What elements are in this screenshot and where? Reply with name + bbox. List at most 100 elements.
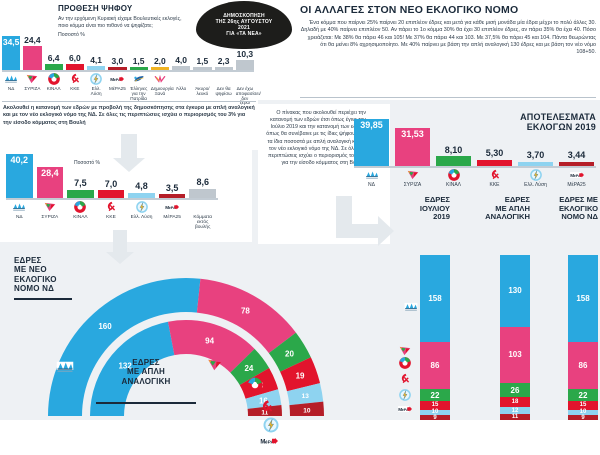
arc-segment-ΜέΡΑ25 xyxy=(289,401,324,416)
poll-title: ΠΡΟΘΕΣΗ ΨΗΦΟΥ xyxy=(58,4,133,13)
bar-ΜέΡΑ25: 3,0 xyxy=(108,18,127,70)
svg-text:M: M xyxy=(570,173,574,178)
axis-label-text: ΚΙΝΑΛ xyxy=(46,86,61,91)
seal-line-1: ΔΗΜΟΣΚΟΠΗΣΗ xyxy=(223,12,265,19)
axis-label-Δεν έχω αποφασίσει/ δεν ξέρω: Δεν έχω αποφασίσει/ δεν ξέρω xyxy=(236,72,261,106)
axis-label-Δημιουργία Ξανά: Δημιουργία Ξανά xyxy=(150,72,174,97)
arc-value: 94 xyxy=(205,337,214,346)
bar-rect xyxy=(193,67,212,70)
svg-text:éPA: éPA xyxy=(169,206,176,210)
axis-label-ΝΔ: ΝΔ xyxy=(6,200,33,220)
bar-Δεν θα ψηφίσω: 2,3 xyxy=(214,18,233,70)
bar-value: 4,1 xyxy=(90,54,103,65)
chart2-axis xyxy=(6,198,218,200)
stack-segment-ΚΙΝΑΛ: 26 xyxy=(500,383,530,398)
svg-text:éPA: éPA xyxy=(114,78,121,82)
bar-value: 24,4 xyxy=(24,34,41,45)
stack-header-line: ΑΝΑΛΟΓΙΚΗ xyxy=(485,212,530,221)
axis-label-ΣΥΡΙΖΑ: ΣΥΡΙΖΑ xyxy=(37,200,64,220)
arc-segment-ΚΙΝΑΛ xyxy=(268,332,311,372)
stack-header-2: ΕΔΡΕΣ ΜΕ ΕΚΛΟΓΙΚΟ ΝΟΜΟ ΝΔ xyxy=(544,195,598,222)
bar-ΚΙΝΑΛ: 7,5 xyxy=(67,140,94,198)
arc-segment-ΣΥΡΙΖΑ xyxy=(196,278,296,354)
arc-outer-l2: ΜΕ ΝΕΟ xyxy=(14,265,47,275)
axis-label-text: Άλλο xyxy=(176,86,187,91)
bar-rect xyxy=(87,65,106,70)
bar-value: 8,10 xyxy=(444,144,463,155)
arc-value: 160 xyxy=(98,322,112,331)
results2019-title-line2: ΕΚΛΟΓΩΝ 2019 xyxy=(526,122,596,133)
logo-spacer xyxy=(215,72,233,87)
arc-segment-ΝΔ xyxy=(90,321,175,416)
arc-value: 16 xyxy=(259,396,268,405)
axis-label-text: Δημιουργία Ξανά xyxy=(150,86,174,96)
elliniki-lysi-logo-icon xyxy=(89,72,103,86)
bar-rect xyxy=(6,153,33,198)
stack-header-line: ΕΔΡΕΣ ΜΕ xyxy=(559,195,598,204)
chart2-unit: Ποσοστό % xyxy=(74,160,100,166)
axis-label-text: Δεν θα ψηφίσω xyxy=(215,86,232,96)
stack-header-line: ΕΔΡΕΣ xyxy=(424,195,450,204)
note-left: Ακολουθεί η κατανομή των εδρών με προβολ… xyxy=(3,105,255,126)
stack-segment-ΣΥΡΙΖΑ: 103 xyxy=(500,326,530,384)
stack-header-line: ΜΕ ΑΠΛΗ xyxy=(495,203,530,213)
chart1-axis xyxy=(2,70,254,72)
bar-value: 3,0 xyxy=(111,56,124,66)
bar-ΝΔ: 39,85 xyxy=(354,104,389,166)
bar-ΚΙΝΑΛ: 6,4 xyxy=(44,18,63,70)
stacked-column-1: 130 103 26 18 12 11 xyxy=(500,255,530,420)
bar-ΝΔ: 40,2 xyxy=(6,140,33,198)
bar-rect xyxy=(2,35,21,70)
arc-value: 19 xyxy=(296,372,305,381)
bar-rect xyxy=(158,194,186,198)
arc-value: 10 xyxy=(303,408,311,415)
svg-text:M: M xyxy=(165,205,169,210)
arc-inner-l3: ΑΝΑΛΟΓΙΚΗ xyxy=(121,376,171,386)
bar-Ελλ. Λύση: 3,70 xyxy=(518,104,553,166)
infographic-root: ΠΡΟΘΕΣΗ ΨΗΦΟΥ Αν την ερχόμενη Κυριακή εί… xyxy=(0,0,600,445)
bar-value: 2,0 xyxy=(153,56,166,66)
stacked-column-0: 158 86 22 15 10 9 xyxy=(420,255,450,421)
poll-seal-badge: ΔΗΜΟΣΚΟΠΗΣΗ ΤΗΣ 26ης ΑΥΓΟΥΣΤΟΥ 2021 ΓΙΑ … xyxy=(196,1,292,49)
syriza-logo-icon xyxy=(398,344,412,358)
bar-Άκυρο/ λευκό: 1,5 xyxy=(193,18,212,70)
nd-logo-icon xyxy=(12,200,26,214)
axis-label-text: ΜέΡΑ25 xyxy=(163,215,181,220)
dimiourgia-xana-logo-icon xyxy=(153,72,167,86)
bar-rect xyxy=(44,63,63,70)
stack-header-line: ΙΟΥΛΙΟΥ xyxy=(419,203,450,213)
logo-spacer xyxy=(189,200,216,215)
arc-inner-label: ΕΔΡΕΣ ΜΕ ΑΠΛΗ ΑΝΑΛΟΓΙΚΗ xyxy=(104,358,188,386)
chart3-axis xyxy=(354,166,596,168)
arc-value: 78 xyxy=(241,307,250,316)
axis-label-Κόμματα εκτός βουλής: Κόμματα εκτός βουλής xyxy=(189,200,216,230)
note-mid: Ο πίνακας που ακολουθεί περιέχει την κατ… xyxy=(266,110,366,166)
stack-header-line: ΕΔΡΕΣ xyxy=(504,195,530,204)
stack-segment-ΚΙΝΑΛ: 22 xyxy=(568,389,598,402)
stack-segment-Ελλ. Λύση: 10 xyxy=(420,409,450,415)
stack-segment-ΝΔ: 130 xyxy=(500,255,530,327)
poll-question: Αν την ερχόμενη Κυριακή είχαμε Βουλευτικ… xyxy=(58,16,182,30)
stacked-column-2: 158 86 22 15 10 9 xyxy=(568,255,598,421)
kinal-logo-icon xyxy=(447,168,461,182)
arc-inner-l1: ΕΔΡΕΣ xyxy=(132,358,160,367)
stack-header-line: 2019 xyxy=(433,212,450,221)
axis-label-ΚΙΝΑΛ: ΚΙΝΑΛ xyxy=(436,168,471,188)
bar-value: 1,5 xyxy=(132,56,145,66)
bar-value: 6,4 xyxy=(47,52,60,63)
axis-label-text: ΚΚΕ xyxy=(70,86,80,91)
axis-label-text: ΣΥΡΙΖΑ xyxy=(24,86,41,91)
axis-label-ΣΥΡΙΖΑ: ΣΥΡΙΖΑ xyxy=(23,72,41,92)
bar-rect xyxy=(189,188,216,198)
bar-value: 3,70 xyxy=(526,150,545,161)
kinal-logo-icon xyxy=(246,376,264,394)
axis-label-Ελλ. Λύση: Ελλ. Λύση xyxy=(518,168,553,188)
bar-rect xyxy=(23,45,42,70)
seal-line-3: 2021 xyxy=(238,25,250,31)
bar-rect xyxy=(559,161,594,166)
